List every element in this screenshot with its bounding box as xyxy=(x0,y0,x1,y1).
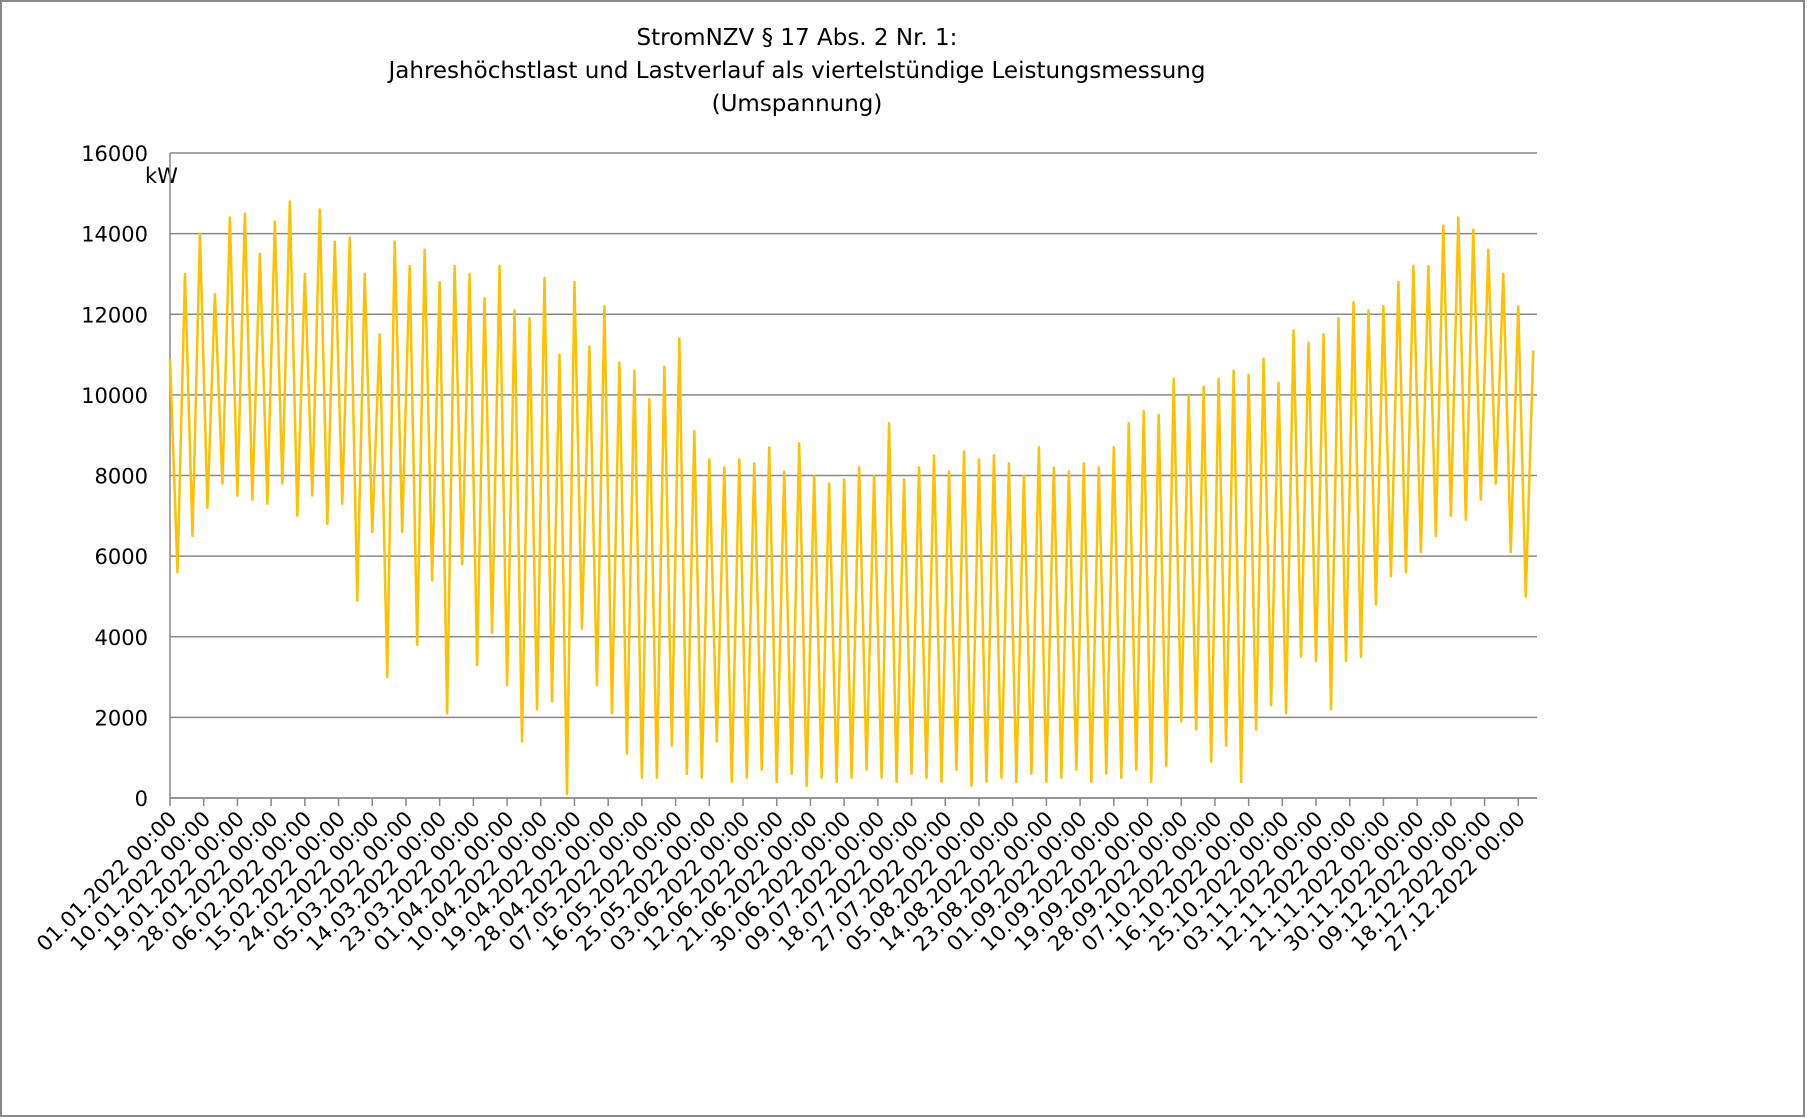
y-tick-label: 4000 xyxy=(95,626,148,650)
chart-title: (Umspannung) xyxy=(712,91,883,117)
y-tick-label: 2000 xyxy=(95,706,148,730)
chart-title: StromNZV § 17 Abs. 2 Nr. 1: xyxy=(637,25,958,51)
y-tick-label: 14000 xyxy=(81,223,148,247)
y-axis-label: kW xyxy=(145,164,178,188)
chart-title: Jahreshöchstlast und Lastverlauf als vie… xyxy=(387,58,1206,84)
y-tick-label: 6000 xyxy=(95,545,148,569)
y-tick-label: 8000 xyxy=(95,465,148,489)
series-line xyxy=(168,200,1535,796)
y-tick-label: 10000 xyxy=(81,384,148,408)
y-tick-label: 16000 xyxy=(81,142,148,166)
y-tick-label: 12000 xyxy=(81,303,148,327)
y-tick-label: 0 xyxy=(135,787,148,811)
